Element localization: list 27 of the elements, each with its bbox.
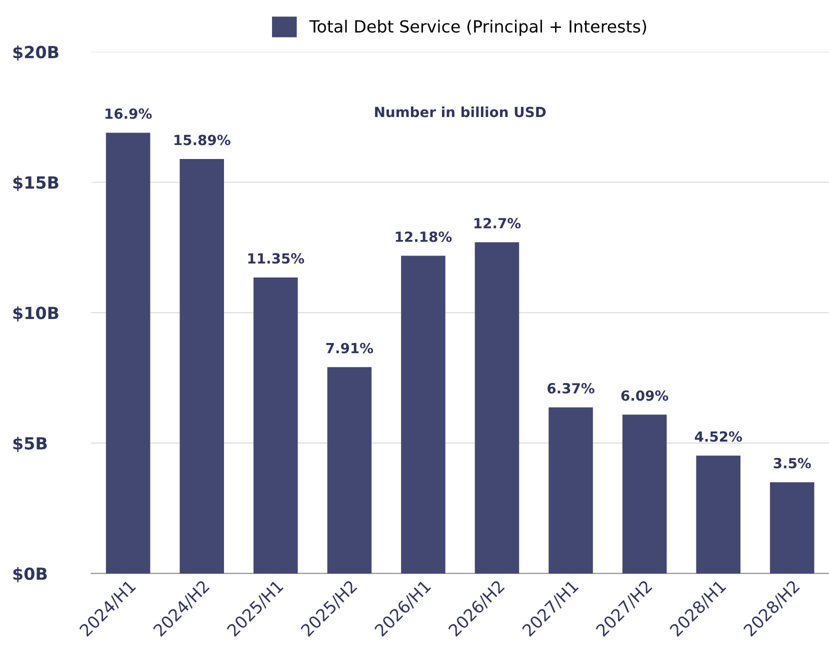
annotation: Number in billion USD	[375, 106, 546, 118]
data-label: 6.09%	[621, 390, 668, 401]
data-label: 16.9%	[106, 108, 152, 119]
y-tick-label: $10B	[13, 306, 58, 322]
y-tick-label: $5B	[13, 436, 47, 452]
data-label: 6.37%	[548, 383, 594, 394]
data-label: 11.35%	[248, 253, 304, 264]
data-label: 12.7%	[474, 218, 521, 228]
legend-label: Total Debt Service (Principal + Interests)	[309, 20, 646, 36]
y-tick-label: $0B	[13, 567, 47, 582]
bar	[254, 277, 298, 574]
bar	[548, 407, 593, 574]
data-label: 15.89%	[174, 134, 230, 146]
bar	[327, 367, 372, 574]
y-tick-label: $20B	[13, 46, 58, 61]
data-label: 3.5%	[774, 458, 811, 468]
bar	[474, 242, 520, 574]
bar	[622, 414, 667, 574]
data-label: 7.91%	[326, 342, 374, 354]
data-label: 12.18%	[396, 231, 452, 242]
bar	[180, 159, 224, 574]
bar	[696, 456, 740, 574]
data-label: 4.52%	[694, 431, 742, 442]
y-tick-label: $15B	[13, 176, 58, 192]
bar	[770, 482, 814, 574]
bar	[106, 132, 150, 574]
bar	[401, 256, 446, 574]
